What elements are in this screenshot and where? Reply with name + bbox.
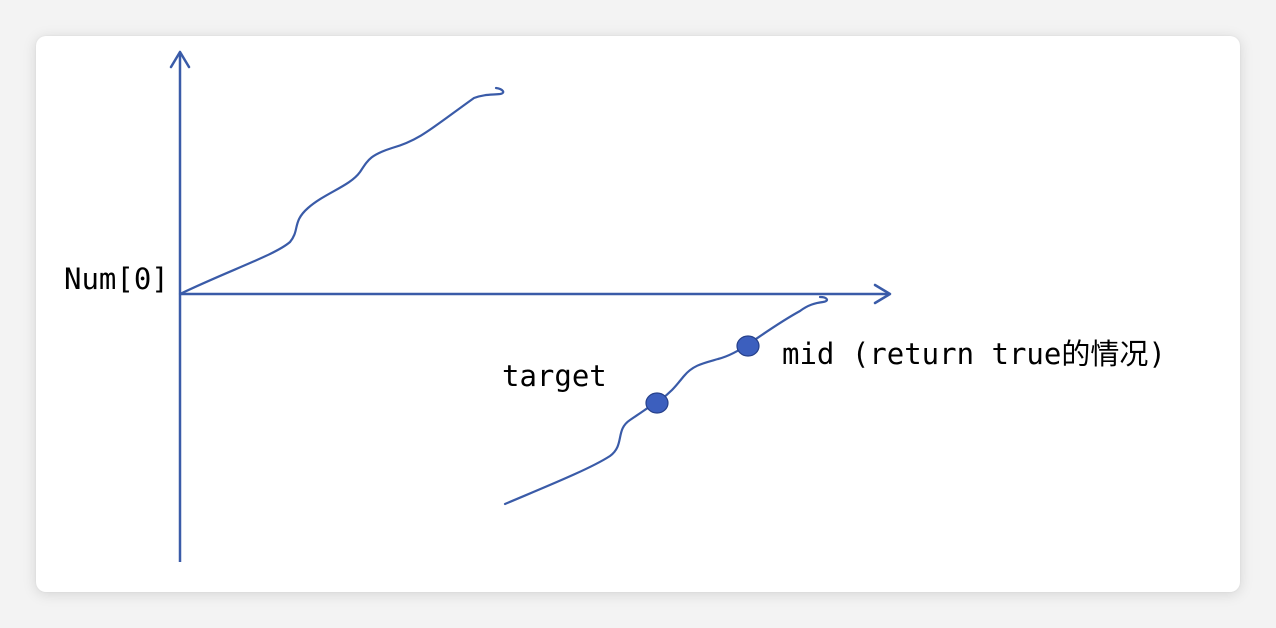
mid-label: mid (return true的情况) [782, 337, 1166, 371]
target-label: target [502, 359, 607, 393]
lower-curve [503, 295, 829, 506]
diagram-card [36, 36, 1240, 592]
axis-arrow-right-icon [873, 283, 892, 305]
target-point [645, 392, 669, 414]
axis-arrow-up-icon [169, 50, 191, 69]
mid-point [736, 335, 760, 357]
upper-curve [178, 86, 505, 296]
origin-label: Num[0] [64, 262, 169, 296]
